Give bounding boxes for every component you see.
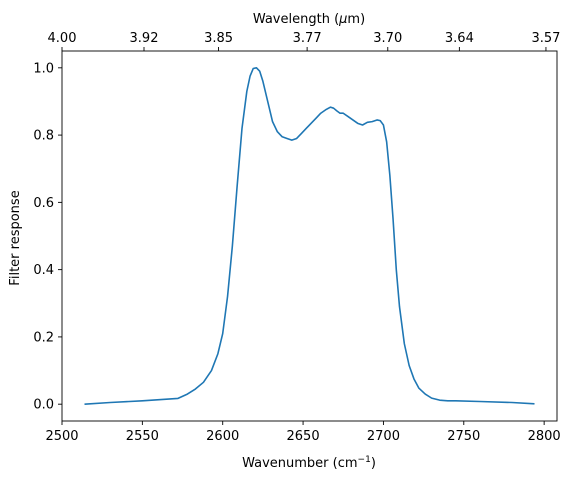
- top-axis-label: Wavelength (μm): [253, 12, 365, 27]
- top-tick-label: 3.85: [204, 31, 233, 46]
- x-tick-label: 2800: [528, 429, 561, 444]
- y-tick-label: 0.6: [33, 196, 54, 211]
- x-tick-label: 2650: [287, 429, 320, 444]
- x-tick-label: 2700: [367, 429, 400, 444]
- top-tick-label: 3.70: [373, 31, 402, 46]
- x-tick-label: 2600: [206, 429, 239, 444]
- x-tick-label: 2750: [447, 429, 480, 444]
- top-tick-label: 4.00: [48, 31, 77, 46]
- x-tick-label: 2500: [45, 429, 78, 444]
- y-tick-label: 1.0: [33, 61, 54, 76]
- y-tick-label: 0.2: [33, 330, 54, 345]
- top-tick-label: 3.92: [130, 31, 159, 46]
- x-axis-label: Wavenumber (cm−1): [242, 455, 376, 471]
- plot-frame: [61, 50, 558, 422]
- series-line-0: [84, 67, 535, 405]
- top-tick-label: 3.64: [445, 31, 474, 46]
- y-tick-label: 0.0: [33, 398, 54, 413]
- y-axis-label: Filter response: [8, 190, 23, 285]
- y-tick-label: 0.8: [33, 129, 54, 144]
- y-tick-label: 0.4: [33, 263, 54, 278]
- axes: 2500 2550 2600 2650 2700 2750 2800 0.0 0.2 0.4 0.6…: [33, 31, 560, 444]
- x-tick-label: 2550: [126, 429, 159, 444]
- top-tick-label: 3.57: [531, 31, 560, 46]
- plot-area: [84, 67, 535, 405]
- top-tick-label: 3.77: [293, 31, 322, 46]
